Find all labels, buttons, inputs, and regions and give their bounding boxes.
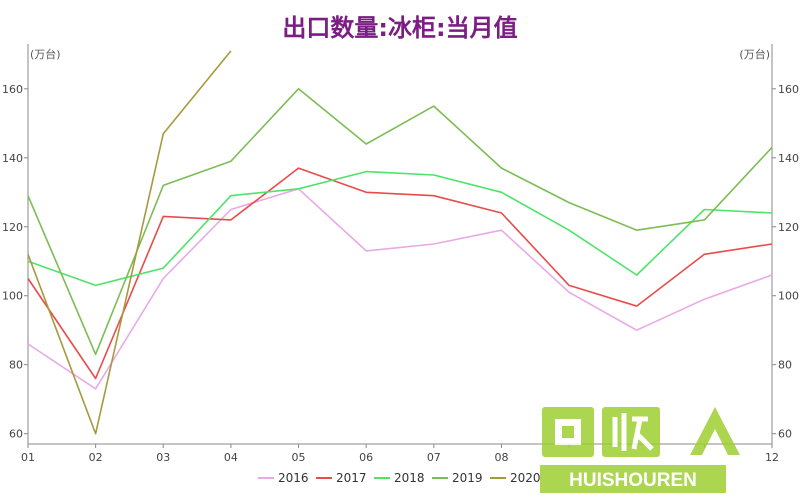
x-tick-label: 05 — [292, 451, 306, 464]
chart-title: 出口数量:冰柜:当月值 — [282, 14, 518, 42]
legend-label-2020: 2020 — [510, 471, 541, 485]
legend-label-2016: 2016 — [278, 471, 309, 485]
y-tick-label-left: 140 — [2, 152, 23, 165]
x-tick-label: 03 — [156, 451, 170, 464]
y-axis-unit-left: (万台) — [30, 47, 61, 61]
legend-label-2019: 2019 — [452, 471, 483, 485]
series-line-2016 — [27, 188, 773, 390]
series-line-2020 — [27, 50, 232, 435]
axes: (万台) (万台) 60 60 80 80 100 100 120 120 140 140 160 160… — [2, 44, 799, 464]
huishouren-watermark-logo: HUISHOUREN — [540, 407, 740, 493]
x-tick-label: 07 — [427, 451, 441, 464]
series-line-2019 — [27, 88, 773, 356]
y-tick-label-right: 60 — [778, 428, 792, 441]
series-lines — [27, 50, 773, 435]
series-line-2018 — [27, 170, 773, 287]
legend-label-2018: 2018 — [394, 471, 425, 485]
y-axis-unit-right: (万台) — [739, 47, 770, 61]
x-tick-label: 04 — [224, 451, 238, 464]
x-tick-label: 08 — [494, 451, 508, 464]
y-tick-label-right: 100 — [778, 290, 799, 303]
y-tick-label-right: 80 — [778, 359, 792, 372]
legend: 2016 2017 2018 2019 2020 — [258, 471, 541, 485]
svg-text:HUISHOUREN: HUISHOUREN — [569, 470, 697, 491]
x-tick-label: 02 — [89, 451, 103, 464]
x-tick-label: 12 — [765, 451, 779, 464]
y-tick-label-right: 120 — [778, 221, 799, 234]
y-tick-label-left: 60 — [9, 428, 23, 441]
y-tick-label-right: 140 — [778, 152, 799, 165]
y-tick-label-right: 160 — [778, 83, 799, 96]
y-tick-label-left: 120 — [2, 221, 23, 234]
series-line-2017 — [27, 167, 773, 380]
y-tick-label-left: 80 — [9, 359, 23, 372]
y-tick-label-left: 100 — [2, 290, 23, 303]
legend-label-2017: 2017 — [336, 471, 367, 485]
x-tick-label: 06 — [359, 451, 373, 464]
x-tick-label: 01 — [21, 451, 35, 464]
y-tick-label-left: 160 — [2, 83, 23, 96]
